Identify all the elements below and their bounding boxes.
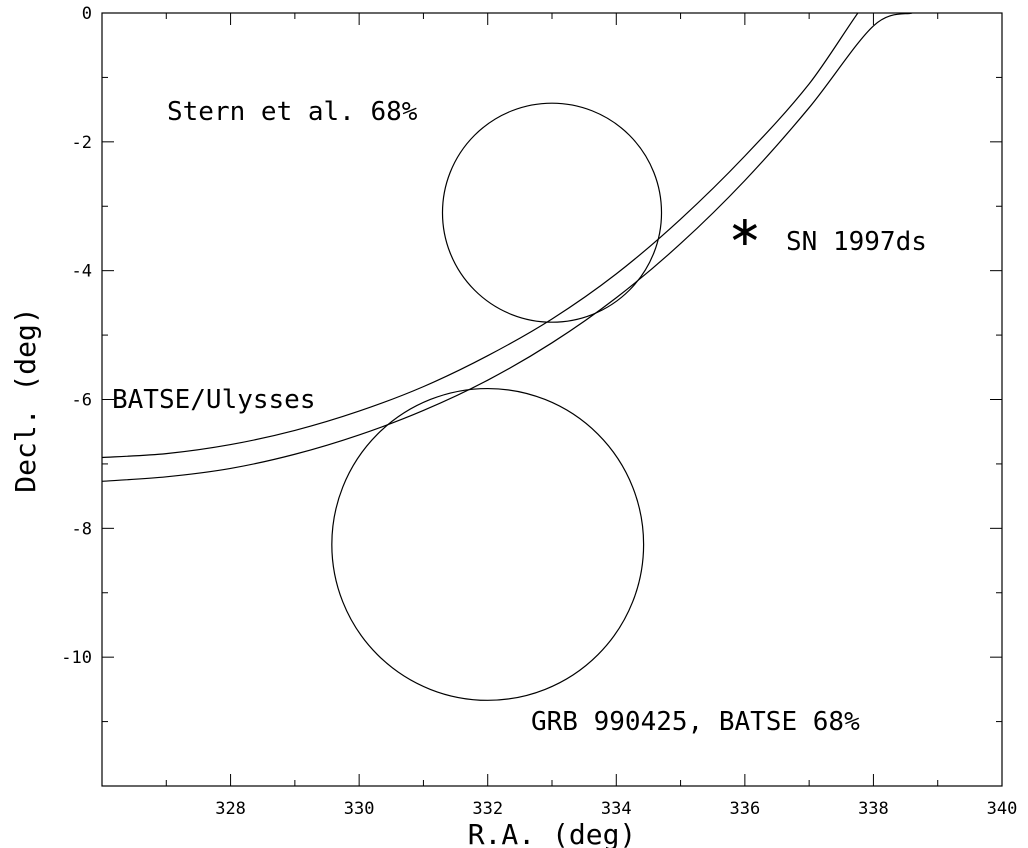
y-tick-label: -2: [72, 133, 92, 153]
x-tick-label: 340: [987, 799, 1018, 819]
sn-1997ds-label: SN 1997ds: [786, 227, 927, 257]
axis-ticks: 328 330 332 334 336 338 340 0 -2 -4 -6 -8 -10: [61, 4, 1017, 819]
asterisk-stroke: [732, 224, 757, 241]
x-tick-label: 336: [729, 799, 760, 819]
y-tick-label: -6: [72, 391, 92, 411]
stern-label: Stern et al. 68%: [167, 97, 418, 127]
annulus-edge-outer: [102, 13, 913, 482]
y-tick-label: -8: [72, 519, 92, 539]
annulus-edge-inner: [102, 13, 890, 459]
grb-label: GRB 990425, BATSE 68%: [531, 707, 860, 737]
batse-ulysses-label: BATSE/Ulysses: [112, 385, 316, 415]
y-tick-label: -4: [72, 262, 92, 282]
plot-area: Stern et al. 68% SN 1997ds BATSE/Ulysses GR…: [102, 13, 927, 737]
plot-clip-group: [102, 13, 913, 701]
y-tick-label: -10: [61, 648, 92, 668]
grb-error-circle: [331, 387, 645, 701]
x-tick-label: 334: [601, 799, 632, 819]
x-tick-label: 338: [858, 799, 889, 819]
y-tick-label: 0: [82, 4, 92, 24]
stern-error-circle: [441, 102, 663, 323]
sn-1997ds-marker: [732, 219, 757, 246]
x-tick-label: 330: [344, 799, 375, 819]
x-tick-label: 332: [472, 799, 503, 819]
y-axis-title: Decl. (deg): [9, 307, 42, 492]
x-tick-label: 328: [215, 799, 246, 819]
x-axis-title: R.A. (deg): [468, 818, 637, 848]
